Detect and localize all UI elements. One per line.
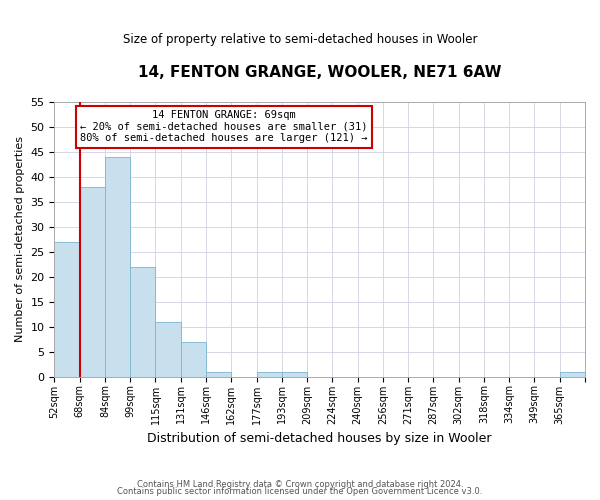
- Bar: [155, 322, 181, 376]
- Y-axis label: Number of semi-detached properties: Number of semi-detached properties: [15, 136, 25, 342]
- Bar: [80, 187, 105, 376]
- Title: 14, FENTON GRANGE, WOOLER, NE71 6AW: 14, FENTON GRANGE, WOOLER, NE71 6AW: [138, 65, 502, 80]
- Bar: [105, 157, 130, 376]
- Bar: [560, 372, 585, 376]
- Text: 14 FENTON GRANGE: 69sqm
← 20% of semi-detached houses are smaller (31)
80% of se: 14 FENTON GRANGE: 69sqm ← 20% of semi-de…: [80, 110, 368, 144]
- X-axis label: Distribution of semi-detached houses by size in Wooler: Distribution of semi-detached houses by …: [148, 432, 492, 445]
- Bar: [55, 242, 80, 376]
- Text: Size of property relative to semi-detached houses in Wooler: Size of property relative to semi-detach…: [123, 32, 477, 46]
- Bar: [282, 372, 307, 376]
- Text: Contains public sector information licensed under the Open Government Licence v3: Contains public sector information licen…: [118, 488, 482, 496]
- Text: Contains HM Land Registry data © Crown copyright and database right 2024.: Contains HM Land Registry data © Crown c…: [137, 480, 463, 489]
- Bar: [130, 267, 155, 376]
- Bar: [206, 372, 231, 376]
- Bar: [181, 342, 206, 376]
- Bar: [257, 372, 282, 376]
